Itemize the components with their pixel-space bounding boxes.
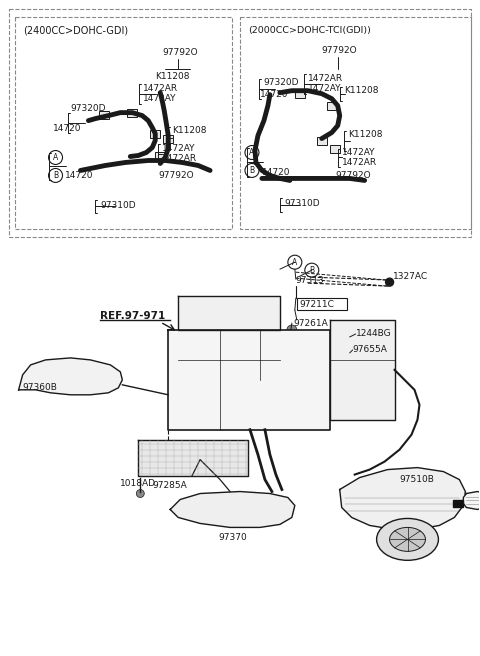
Text: B: B [309, 266, 314, 275]
Bar [327, 102, 336, 110]
Bar [150, 130, 160, 138]
Bar [164, 447, 172, 456]
Bar [164, 458, 172, 466]
Polygon shape [170, 491, 295, 527]
Text: K11208: K11208 [155, 72, 190, 81]
Text: 1472AY: 1472AY [308, 84, 341, 93]
Circle shape [385, 278, 394, 286]
Text: REF.97-971: REF.97-971 [100, 311, 166, 321]
Text: 1472AY: 1472AY [162, 144, 196, 153]
Text: 1472AR: 1472AR [342, 158, 377, 167]
Bar [295, 90, 305, 98]
Polygon shape [330, 320, 395, 420]
Text: 97360B: 97360B [23, 383, 58, 392]
Text: B: B [250, 166, 254, 175]
Bar [127, 109, 137, 117]
Text: 14720: 14720 [260, 90, 288, 99]
Polygon shape [138, 440, 248, 476]
Ellipse shape [390, 527, 425, 551]
Text: 1244BG: 1244BG [356, 329, 391, 338]
Text: 97310D: 97310D [285, 199, 321, 208]
Bar [297, 298, 347, 310]
Text: A: A [53, 153, 58, 162]
Bar [178, 447, 186, 456]
Text: 97792O: 97792O [336, 171, 372, 180]
Circle shape [348, 336, 356, 344]
Circle shape [136, 489, 144, 497]
Polygon shape [19, 358, 122, 395]
Text: K11208: K11208 [172, 126, 207, 135]
Text: 97510B: 97510B [399, 475, 434, 484]
Text: 97285A: 97285A [152, 481, 187, 490]
Text: 97313: 97313 [296, 276, 324, 285]
Text: 97320D: 97320D [71, 104, 106, 113]
Text: 1472AR: 1472AR [308, 74, 343, 83]
Text: 1472AY: 1472AY [144, 94, 177, 103]
Bar [155, 152, 165, 159]
Ellipse shape [377, 518, 438, 560]
Text: 1472AR: 1472AR [162, 154, 197, 163]
Text: 97310D: 97310D [100, 201, 136, 210]
Bar [151, 447, 159, 456]
Text: 1472AY: 1472AY [342, 148, 375, 157]
Text: (2000CC>DOHC-TCI(GDI)): (2000CC>DOHC-TCI(GDI)) [248, 26, 371, 35]
Text: 1327AC: 1327AC [393, 272, 428, 281]
Bar [317, 136, 327, 144]
Text: A: A [249, 148, 254, 157]
Text: (2400CC>DOHC-GDI): (2400CC>DOHC-GDI) [23, 26, 128, 36]
Text: 97792O: 97792O [162, 49, 198, 57]
Text: 1018AD: 1018AD [120, 479, 156, 488]
Bar [99, 111, 109, 119]
Text: 14720: 14720 [64, 171, 93, 180]
Text: 97792O: 97792O [158, 171, 194, 180]
Bar [330, 144, 340, 152]
Polygon shape [178, 296, 280, 330]
Polygon shape [463, 491, 480, 510]
Text: 14720: 14720 [262, 168, 290, 177]
Text: 97792O: 97792O [322, 47, 358, 55]
Text: 97370: 97370 [218, 533, 247, 542]
Text: 97261A: 97261A [294, 319, 329, 327]
Polygon shape [340, 468, 465, 529]
Polygon shape [454, 499, 463, 508]
Bar [151, 458, 159, 466]
Text: K11208: K11208 [344, 86, 378, 95]
Circle shape [287, 325, 297, 335]
Text: 97211C: 97211C [300, 300, 335, 308]
Circle shape [346, 352, 354, 360]
Text: 97320D: 97320D [263, 78, 299, 87]
Text: B: B [53, 171, 58, 180]
Text: 14720: 14720 [52, 124, 81, 133]
Text: 97655A: 97655A [353, 346, 387, 354]
Text: 1472AR: 1472AR [144, 84, 179, 93]
Text: A: A [292, 258, 298, 267]
Text: K11208: K11208 [348, 130, 382, 139]
Polygon shape [168, 330, 330, 430]
Bar [163, 134, 173, 142]
